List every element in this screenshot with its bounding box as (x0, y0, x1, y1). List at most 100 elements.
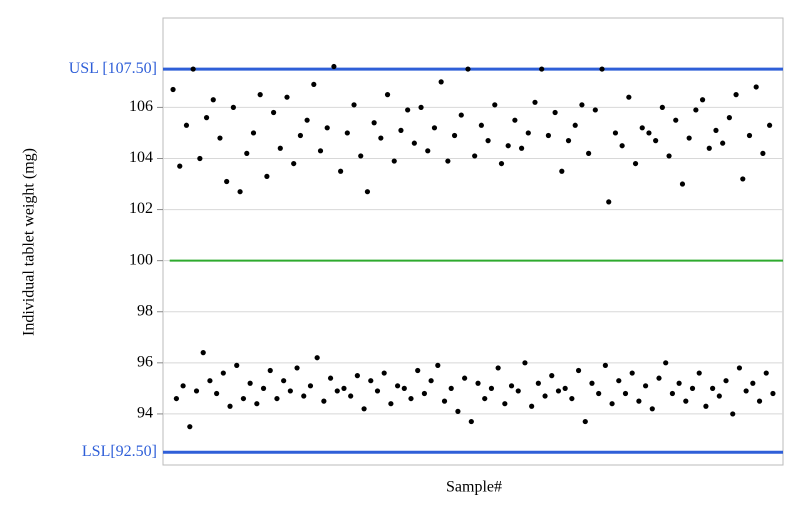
data-point (217, 135, 223, 141)
data-point (431, 125, 438, 131)
data-point (321, 398, 327, 404)
data-point (193, 388, 200, 394)
data-point (505, 143, 511, 149)
data-point (297, 132, 304, 139)
data-point (699, 97, 706, 103)
data-point (364, 189, 371, 195)
data-point (277, 145, 283, 151)
data-point (549, 373, 555, 379)
data-point (766, 122, 773, 128)
data-point (552, 109, 558, 116)
data-point (264, 173, 270, 179)
data-point (388, 401, 394, 407)
data-point (696, 370, 702, 376)
data-point (689, 385, 696, 391)
data-point (244, 150, 250, 156)
data-point (713, 127, 719, 133)
x-axis-label: Sample# (446, 479, 502, 496)
data-point (746, 132, 753, 139)
data-point (518, 145, 525, 151)
data-point (374, 388, 381, 394)
data-point (756, 398, 763, 404)
data-point (267, 367, 273, 374)
data-point (770, 390, 776, 397)
data-point (451, 132, 458, 139)
data-point (304, 117, 310, 123)
data-point (596, 390, 602, 397)
data-point (478, 122, 484, 128)
data-point (254, 401, 260, 407)
data-point (428, 378, 434, 384)
data-point (384, 92, 391, 98)
y-axis-label: Individual tablet weight (mg) (21, 148, 38, 336)
data-point (730, 411, 736, 417)
data-point (706, 145, 712, 151)
data-point (666, 153, 672, 159)
data-point (448, 385, 454, 391)
data-point (589, 380, 595, 386)
data-point (639, 125, 645, 131)
data-point (177, 163, 183, 169)
data-point (317, 148, 324, 154)
data-point (381, 370, 387, 376)
data-point (592, 107, 598, 113)
data-point (653, 138, 659, 144)
data-point (401, 385, 407, 391)
data-point (482, 395, 488, 402)
data-point (649, 406, 655, 412)
data-point (646, 130, 652, 136)
data-point (683, 398, 689, 404)
data-point (545, 132, 552, 139)
data-point (462, 375, 468, 381)
data-point (287, 388, 293, 394)
data-point (190, 66, 196, 72)
data-point (525, 130, 531, 136)
data-point (535, 380, 541, 386)
data-point (502, 401, 508, 407)
data-point (368, 378, 374, 384)
data-point (415, 367, 421, 374)
data-point (539, 66, 545, 72)
y-tick-label: 94 (137, 405, 153, 422)
data-point (187, 424, 193, 430)
data-point (438, 79, 444, 85)
data-point (492, 102, 498, 108)
data-point (475, 380, 481, 386)
data-point (358, 153, 364, 159)
data-point (472, 153, 478, 159)
data-point (394, 383, 401, 389)
data-point (281, 378, 287, 384)
data-point (203, 115, 210, 121)
data-point (565, 138, 572, 144)
data-point (710, 385, 716, 391)
data-point (586, 150, 592, 156)
data-point (632, 160, 639, 167)
data-point (334, 388, 340, 394)
data-point (260, 385, 267, 391)
data-point (411, 140, 417, 146)
data-point (173, 395, 180, 402)
data-point (562, 385, 568, 391)
data-point (441, 398, 448, 404)
data-point (763, 370, 769, 376)
data-point (673, 117, 679, 123)
data-point (622, 390, 629, 397)
data-point (207, 378, 213, 384)
data-point (224, 178, 230, 185)
data-point (606, 199, 612, 205)
data-point (485, 138, 491, 144)
y-tick-label: 98 (137, 302, 153, 319)
data-point (693, 107, 699, 113)
data-point (642, 383, 649, 389)
data-point (314, 355, 320, 361)
data-point (572, 122, 578, 128)
data-point (619, 143, 625, 149)
data-point (579, 102, 585, 108)
data-point (555, 388, 562, 394)
data-point (327, 375, 334, 381)
data-point (629, 370, 635, 376)
data-point (498, 160, 505, 167)
data-point (247, 380, 253, 386)
data-point (294, 365, 300, 371)
